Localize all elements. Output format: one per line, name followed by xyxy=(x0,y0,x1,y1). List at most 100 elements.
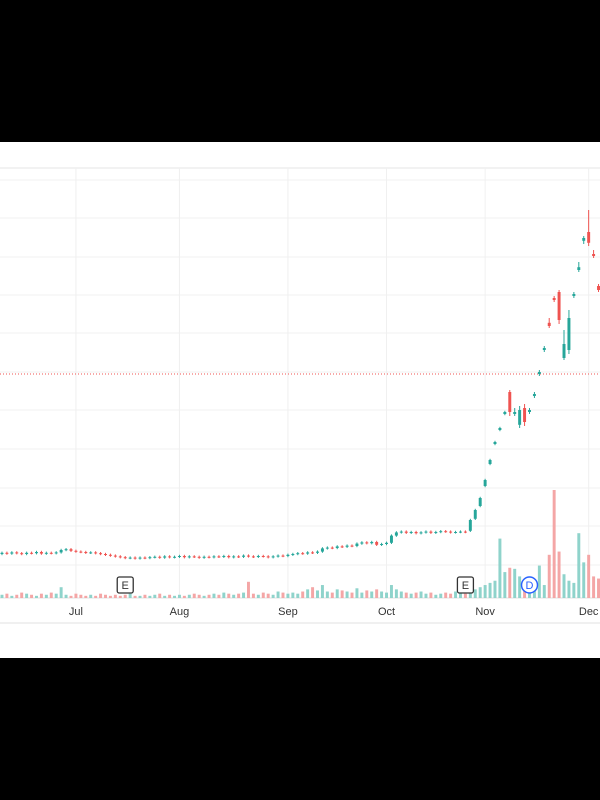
candle-body xyxy=(227,556,231,558)
horizontal-grid xyxy=(0,179,600,566)
volume-bar xyxy=(256,594,260,598)
volume-bar xyxy=(316,590,319,598)
candle-body xyxy=(577,267,581,270)
candle-body xyxy=(385,542,389,544)
candle-body xyxy=(532,394,536,396)
volume-bar xyxy=(217,594,221,598)
candle-body xyxy=(99,553,103,555)
candle-body xyxy=(251,556,255,558)
candle-body xyxy=(89,552,93,554)
candle-body xyxy=(360,542,364,544)
candle-body xyxy=(572,294,576,296)
volume-bar xyxy=(375,589,379,598)
candle-body xyxy=(370,542,374,544)
candle-body xyxy=(217,556,221,558)
candle-body xyxy=(528,410,531,412)
volume-bar xyxy=(39,593,43,598)
volume-bar xyxy=(276,591,280,598)
candle-body xyxy=(523,408,527,422)
candle-body xyxy=(518,410,522,425)
candle-body xyxy=(296,553,300,555)
candle-body xyxy=(380,544,384,545)
volume-bar xyxy=(35,595,38,598)
candle-body xyxy=(177,556,181,557)
volume-bar xyxy=(30,594,34,598)
candle-body xyxy=(508,392,512,412)
volume-bar xyxy=(192,593,196,598)
volume-bar xyxy=(473,589,477,598)
volume-bar xyxy=(54,593,58,598)
volume-bar xyxy=(187,594,191,598)
candle-body xyxy=(330,547,334,549)
volume-bar xyxy=(498,538,502,598)
candle-body xyxy=(311,552,315,554)
volume-bar xyxy=(365,590,369,598)
volume-bar xyxy=(320,585,324,598)
candle-body xyxy=(104,554,107,555)
x-tick-label: Oct xyxy=(378,606,395,618)
candle-body xyxy=(84,552,88,553)
volume-bar xyxy=(247,581,250,598)
volume-bar xyxy=(44,594,48,598)
candle-body xyxy=(138,557,142,559)
volume-bar xyxy=(335,589,339,598)
volume-bar xyxy=(483,585,487,598)
x-tick-label: Aug xyxy=(170,606,190,618)
volume-bar xyxy=(207,594,211,598)
candle-body xyxy=(25,552,29,554)
event-marker xyxy=(116,576,134,594)
candle-body xyxy=(49,552,53,554)
candle-body xyxy=(30,552,34,554)
x-tick-label: Jul xyxy=(69,606,83,618)
volume-bar xyxy=(20,592,24,598)
candle-body xyxy=(276,555,280,557)
candle-body xyxy=(503,412,507,414)
volume-bar xyxy=(325,591,329,598)
volume-bar xyxy=(493,580,497,598)
volume-bar xyxy=(10,595,14,598)
candle-body xyxy=(94,552,98,554)
candle-body xyxy=(291,554,295,555)
volume-bar xyxy=(582,562,586,598)
volume-bar xyxy=(449,593,453,598)
volume-bar xyxy=(330,592,334,598)
volume-bar xyxy=(340,590,344,598)
volume-bar xyxy=(360,592,364,598)
volume-bar xyxy=(59,587,63,598)
candle-body xyxy=(35,552,38,554)
candle-body xyxy=(424,531,428,533)
volume-bar xyxy=(291,592,295,598)
volume-bar xyxy=(404,592,408,598)
candle-body xyxy=(419,532,423,534)
candle-body xyxy=(108,554,112,556)
volume-bar xyxy=(350,592,354,598)
candle-body xyxy=(113,555,117,557)
candle-body xyxy=(301,553,305,555)
volume-bar xyxy=(64,594,68,598)
volume-bar xyxy=(513,568,517,598)
candle-body xyxy=(143,557,147,559)
volume-bar xyxy=(508,567,512,598)
volume-bar xyxy=(424,593,428,598)
volume-bar xyxy=(128,593,132,598)
candle-body xyxy=(434,532,438,533)
candle-body xyxy=(247,555,250,557)
volume-bar xyxy=(25,593,29,598)
volume-bar xyxy=(296,593,300,598)
event-label: E xyxy=(122,580,129,592)
volume-bar xyxy=(182,595,186,598)
event-label: E xyxy=(462,580,469,592)
volume-bar xyxy=(458,592,462,598)
volume-bar xyxy=(261,592,265,598)
volume-bar xyxy=(168,594,172,598)
volume-bar xyxy=(173,595,177,598)
volume-bar xyxy=(177,594,181,598)
candle-body xyxy=(44,552,48,554)
candle-body xyxy=(202,556,206,558)
candle-body xyxy=(5,552,9,554)
volume-bar xyxy=(345,591,349,598)
candle-body xyxy=(389,535,393,543)
candle-body xyxy=(222,556,226,557)
candle-body xyxy=(537,372,541,374)
